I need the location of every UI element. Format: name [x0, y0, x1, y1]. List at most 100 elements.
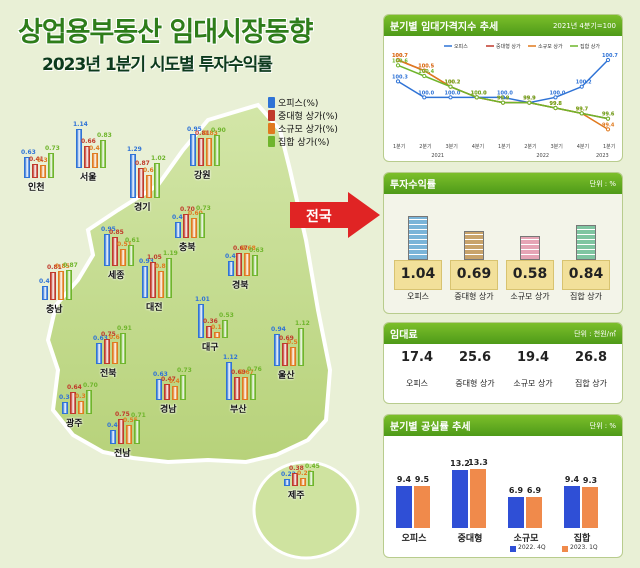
vacancy-value: 9.4 — [564, 475, 580, 485]
line-x-tick: 4분기 — [577, 143, 589, 150]
region-bar — [58, 271, 64, 300]
legend-collective: 집합 상가(%) — [268, 135, 338, 148]
region-bar — [308, 470, 314, 486]
return-pedestal — [562, 260, 610, 290]
line-point — [395, 79, 401, 84]
line-point-label: 100.0 — [471, 90, 487, 96]
vacancy-bar — [564, 486, 580, 528]
line-point — [500, 95, 506, 100]
region-bar-value: 0.90 — [211, 127, 226, 135]
line-point-label: 100.0 — [497, 90, 513, 96]
vacancy-bar — [452, 469, 468, 528]
vacancy-header: 분기별 공실률 추세 단위 : % — [384, 415, 622, 436]
return-pedestal — [394, 260, 442, 290]
line-year-label: 2023 — [596, 153, 609, 159]
region-bar — [206, 137, 212, 166]
region-bar — [110, 429, 116, 444]
line-point — [579, 84, 584, 89]
region-label: 광주 — [66, 419, 83, 429]
region-bar-value: 0.95 — [101, 225, 116, 233]
region-bar-value: 0.63 — [153, 370, 168, 378]
region-bar — [236, 253, 242, 276]
region-label: 경남 — [160, 405, 177, 415]
vacancy-value: 6.9 — [526, 486, 542, 496]
line-legend-label: 집합 상가 — [580, 43, 600, 50]
return-pedestal — [506, 260, 554, 290]
region-bar-value: 0.95 — [187, 125, 202, 133]
line-point — [422, 73, 427, 79]
line-point-label: 99.9 — [497, 96, 510, 102]
line-point-label: 100.5 — [418, 64, 434, 70]
region-bar-value: 0.81 — [47, 264, 62, 272]
rent-value: 26.8 — [574, 350, 608, 365]
region-bar-value: 0.81 — [195, 130, 210, 138]
line-x-tick: 4분기 — [472, 143, 484, 150]
vacancy-bar — [470, 469, 486, 528]
vacancy-label: 소규모 — [513, 534, 539, 544]
vacancy-bar — [396, 486, 412, 528]
line-point-label: 99.8 — [550, 101, 563, 107]
region-bar — [300, 477, 306, 486]
region-bar-value: 0.43 — [225, 253, 240, 261]
returns-panel: 투자수익률 단위 : % 1.04 오피스 0.69 중대형 상가 0.58 소규모 상가 0… — [383, 172, 623, 314]
rent-value: 17.4 — [400, 350, 434, 365]
region-bar — [214, 135, 220, 166]
return-value: 0.84 — [568, 266, 604, 282]
region-bar — [158, 270, 164, 298]
region-bar — [156, 378, 162, 400]
return-label: 중대형 상가 — [454, 292, 494, 301]
region-bar-value: 0.51 — [117, 240, 132, 248]
region-label: 세종 — [108, 271, 125, 281]
line-point-label: 100.0 — [550, 90, 566, 96]
line-legend-label: 오피스 — [454, 43, 468, 50]
vacancy-legend-swatch — [510, 546, 516, 552]
region-bar-value: 0.63 — [93, 334, 108, 342]
region-bar — [250, 374, 256, 400]
region-label: 서울 — [80, 173, 97, 183]
region-label: 인천 — [28, 183, 45, 193]
line-point — [527, 100, 532, 105]
region-bar — [112, 237, 118, 266]
region-bar — [226, 361, 232, 400]
line-point-label: 100.2 — [576, 80, 592, 86]
region-bar — [24, 156, 30, 178]
region-bar-value: 0.42 — [107, 421, 122, 429]
line-x-tick: 2분기 — [419, 143, 431, 150]
rent-label: 소규모 상가 — [513, 379, 553, 388]
region-bar — [128, 245, 134, 266]
region-bar-value: 0.48 — [172, 213, 187, 221]
region-bar — [70, 392, 76, 414]
region-bar-value: 1.29 — [127, 146, 142, 154]
building-icon — [408, 216, 428, 260]
region-bar-value: 1.02 — [151, 155, 166, 163]
region-bar-value: 0.83 — [97, 131, 112, 139]
region-bar-value: 0.57 — [287, 338, 302, 346]
region-bar-value: 0.67 — [233, 245, 248, 253]
region-bar — [175, 221, 181, 238]
region-label: 경기 — [134, 203, 151, 213]
line-point-label: 100.7 — [602, 53, 618, 59]
region-bar — [274, 334, 280, 366]
region-bar-value: 0.64 — [67, 384, 82, 392]
region-bar — [206, 325, 212, 338]
line-point-label: 100.0 — [471, 90, 487, 96]
region-label: 강원 — [194, 171, 211, 181]
region-bar — [134, 419, 140, 444]
line-x-tick: 1분기 — [498, 143, 510, 150]
returns-header: 투자수익률 단위 : % — [384, 173, 622, 194]
legend-office: 오피스(%) — [268, 96, 338, 109]
region-bar — [126, 425, 132, 444]
vacancy-label: 중대형 — [457, 534, 483, 544]
region-bar-value: 0.93 — [139, 258, 154, 266]
region-label: 대전 — [146, 303, 163, 313]
vacancy-panel: 분기별 공실률 추세 단위 : % 9.4 9.5 오피스 13.2 13.3 중대형 6.9… — [383, 414, 623, 558]
return-label: 소규모 상가 — [510, 292, 550, 301]
region-bar-value: 1.19 — [163, 249, 178, 257]
line-x-tick: 1분기 — [603, 143, 615, 150]
region-bar-value: 0.34 — [59, 394, 74, 402]
region-bar-value: 0.17 — [211, 324, 226, 332]
line-point — [474, 95, 479, 100]
building-icon — [520, 235, 540, 260]
region-label: 충남 — [46, 305, 63, 315]
page-subtitle: 2023년 1분기 시도별 투자수익률 — [42, 55, 273, 75]
